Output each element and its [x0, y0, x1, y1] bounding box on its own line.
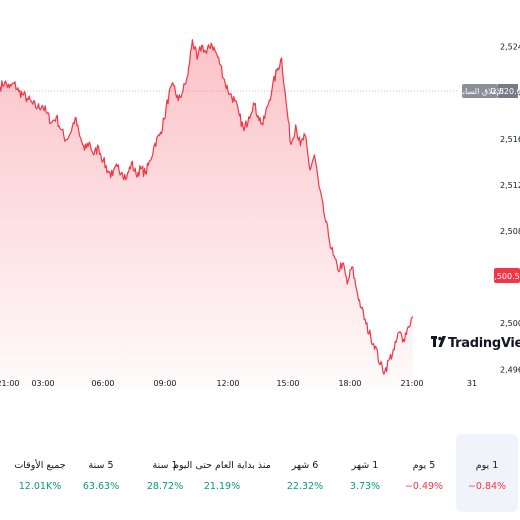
period-change: 3.73%: [349, 481, 381, 492]
period-label: 1 شهر: [351, 460, 379, 471]
period-change: −0.84%: [467, 481, 507, 492]
x-axis-tick-label: 09:00: [153, 379, 176, 388]
y-axis-tick-label: 2,524.00: [500, 43, 520, 52]
period-label: 5 يوم: [412, 460, 436, 471]
x-axis-tick-label: 18:00: [338, 379, 361, 388]
price-line: [0, 39, 414, 375]
previous-close-value: 2,520.64: [491, 87, 520, 96]
y-axis-tick-label: 2,512.00: [500, 181, 520, 190]
period-tab[interactable]: 1 شهر 3.73%: [334, 434, 396, 512]
x-axis-tick-label: 06:00: [91, 379, 114, 388]
period-change: 63.63%: [82, 481, 120, 492]
period-tab[interactable]: 5 يوم −0.49%: [393, 434, 455, 512]
previous-close-badge: الإغلاق السابق 2,520.64: [456, 84, 520, 98]
performance-periods: 1 يوم −0.84% 5 يوم −0.49% 1 شهر 3.73% 6 شهر 22.…: [0, 434, 520, 512]
period-change: 21.19%: [203, 481, 241, 492]
period-change: 22.32%: [286, 481, 324, 492]
period-change: 12.01K%: [18, 481, 62, 492]
period-tab[interactable]: 5 سنة 63.63%: [70, 434, 132, 512]
last-price-value: 2,500.57: [489, 272, 520, 281]
previous-close-label: الإغلاق السابق: [456, 87, 504, 97]
y-axis-tick-label: 2,508.00: [500, 227, 520, 236]
period-tab[interactable]: 1 سنة 28.72%: [134, 434, 196, 512]
x-axis-tick-label: 03:00: [31, 379, 54, 388]
tradingview-logo: TradingView: [431, 336, 520, 351]
price-area-fill: [0, 39, 413, 390]
x-axis-tick-label: 21:00: [400, 379, 423, 388]
period-tab[interactable]: 6 شهر 22.32%: [274, 434, 336, 512]
last-price-badge: 2,500.57: [489, 268, 520, 283]
period-tab[interactable]: منذ بداية العام حتى اليوم 21.19%: [172, 434, 272, 512]
y-axis-tick-label: 2,516.00: [500, 135, 520, 144]
price-chart[interactable]: 2,524.002,520.002,516.002,512.002,508.00…: [0, 0, 520, 400]
period-change: 28.72%: [146, 481, 184, 492]
period-label: جميع الأوقات: [14, 460, 66, 471]
x-axis-tick-label: 31: [467, 379, 477, 388]
period-label: منذ بداية العام حتى اليوم: [173, 460, 271, 471]
y-axis-tick-label: 2,496.00: [500, 365, 520, 374]
x-axis-tick-label: 12:00: [216, 379, 239, 388]
y-axis-tick-label: 2,500.00: [500, 319, 520, 328]
period-label: 6 شهر: [291, 460, 319, 471]
x-axis: 21:00 03:00 06:00 09:00 12:00 15:00 18:00 21:00…: [0, 379, 477, 388]
period-label: 5 سنة: [88, 460, 114, 471]
x-axis-tick-label: 15:00: [276, 379, 299, 388]
tradingview-logo-text: TradingView: [448, 336, 520, 351]
period-label: 1 سنة: [152, 460, 178, 471]
tradingview-logo-mark-icon: [431, 336, 446, 347]
period-change: −0.49%: [404, 481, 444, 492]
period-tab[interactable]: 1 يوم −0.84%: [456, 434, 518, 512]
period-tab[interactable]: جميع الأوقات 12.01K%: [9, 434, 71, 512]
x-axis-tick-label: 21:00: [0, 379, 20, 388]
period-label: 1 يوم: [475, 460, 499, 471]
